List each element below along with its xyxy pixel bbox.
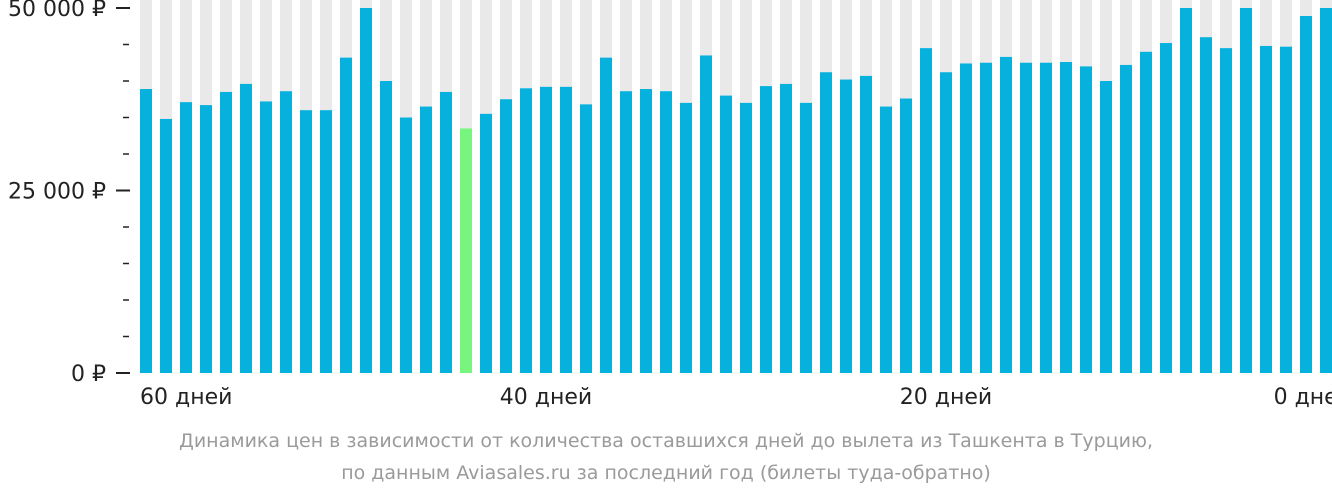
bar-day-8[interactable]: [1180, 8, 1192, 373]
bar-day-46[interactable]: [420, 106, 432, 374]
bar-day-3[interactable]: [1280, 46, 1292, 373]
bar-day-29[interactable]: [760, 86, 772, 374]
bar-day-43[interactable]: [480, 113, 492, 373]
y-axis: 0 ₽ 25 000 ₽ 50 000 ₽: [8, 0, 130, 387]
bar-day-17[interactable]: [1000, 56, 1012, 373]
bar-day-44[interactable]: [460, 128, 472, 373]
bar-day-38[interactable]: [580, 104, 592, 374]
y-tick-label: 25 000 ₽: [8, 180, 106, 205]
bar-day-39[interactable]: [560, 86, 572, 373]
bar-day-42[interactable]: [500, 99, 512, 373]
bar-day-58[interactable]: [180, 102, 192, 374]
bar-day-10[interactable]: [1140, 51, 1152, 374]
bar-day-1[interactable]: [1320, 8, 1332, 373]
bar-day-35[interactable]: [640, 89, 652, 373]
bar-day-41[interactable]: [520, 88, 532, 374]
bar-day-55[interactable]: [240, 83, 252, 374]
bar-day-50[interactable]: [340, 57, 352, 373]
bar-day-20[interactable]: [940, 72, 952, 374]
bar-day-27[interactable]: [800, 102, 812, 374]
bar-day-22[interactable]: [900, 98, 912, 374]
bar-day-52[interactable]: [300, 110, 312, 373]
bar-day-11[interactable]: [1120, 64, 1132, 373]
bar-day-13[interactable]: [1080, 66, 1092, 374]
caption-line-2: по данным Aviasales.ru за последний год …: [341, 462, 991, 484]
bar-day-56[interactable]: [220, 91, 232, 373]
bar-day-59[interactable]: [160, 118, 172, 374]
bar-day-53[interactable]: [280, 91, 292, 373]
bar-day-30[interactable]: [740, 102, 752, 374]
bar-day-47[interactable]: [400, 117, 412, 374]
bar-day-48[interactable]: [380, 81, 392, 373]
bar-day-5[interactable]: [1240, 8, 1252, 373]
bar-day-40[interactable]: [540, 86, 552, 373]
bar-day-2[interactable]: [1300, 16, 1312, 374]
bar-day-28[interactable]: [780, 83, 792, 374]
x-tick-label: 40 дней: [500, 385, 592, 410]
bar-day-37[interactable]: [600, 57, 612, 373]
bar-day-21[interactable]: [920, 48, 932, 374]
bars: [140, 8, 1332, 374]
bar-day-31[interactable]: [720, 95, 732, 373]
bar-day-32[interactable]: [700, 55, 712, 373]
bar-day-9[interactable]: [1160, 43, 1172, 373]
bar-day-15[interactable]: [1040, 62, 1052, 373]
bar-day-36[interactable]: [620, 91, 632, 373]
bar-day-24[interactable]: [860, 75, 872, 373]
bar-day-57[interactable]: [200, 105, 212, 373]
bar-day-26[interactable]: [820, 72, 832, 374]
bar-day-23[interactable]: [880, 106, 892, 374]
bar-day-14[interactable]: [1060, 62, 1072, 374]
x-tick-label: 60 дней: [140, 385, 232, 410]
bar-day-12[interactable]: [1100, 81, 1112, 373]
bar-day-60[interactable]: [140, 89, 152, 373]
background-columns: [140, 0, 1332, 373]
bar-chart: 0 ₽ 25 000 ₽ 50 000 ₽ 60 дней 40 дней 20 дне…: [8, 0, 1332, 410]
caption-line-1: Динамика цен в зависимости от количества…: [178, 430, 1154, 452]
bar-day-45[interactable]: [440, 91, 452, 373]
bar-day-16[interactable]: [1020, 62, 1032, 373]
bar-day-6[interactable]: [1220, 48, 1232, 374]
y-tick-label: 50 000 ₽: [8, 0, 106, 22]
bar-day-34[interactable]: [660, 91, 672, 373]
bar-day-54[interactable]: [260, 101, 272, 373]
bar-day-19[interactable]: [960, 63, 972, 373]
bar-day-7[interactable]: [1200, 37, 1212, 373]
bar-day-18[interactable]: [980, 62, 992, 373]
x-tick-label: 0 дней: [1274, 385, 1332, 410]
y-tick-label: 0 ₽: [71, 362, 106, 387]
bar-day-49[interactable]: [360, 8, 372, 373]
x-tick-label: 20 дней: [900, 385, 992, 410]
x-axis-labels: 60 дней 40 дней 20 дней 0 дней: [140, 385, 1332, 410]
bar-day-51[interactable]: [320, 110, 332, 373]
bar-day-4[interactable]: [1260, 45, 1272, 374]
bar-day-33[interactable]: [680, 102, 692, 374]
bar-day-25[interactable]: [840, 79, 852, 373]
